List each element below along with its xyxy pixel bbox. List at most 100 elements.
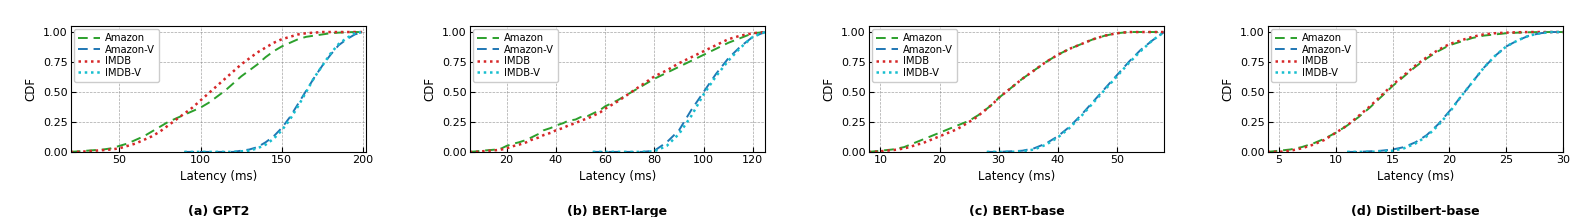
IMDB bbox=[200, 92, 218, 94]
IMDB-V bbox=[1452, 95, 1470, 98]
Amazon bbox=[731, 37, 749, 39]
Amazon bbox=[1269, 149, 1288, 152]
IMDB bbox=[608, 100, 627, 103]
IMDB bbox=[990, 97, 1009, 99]
Amazon-V bbox=[743, 36, 762, 38]
IMDB bbox=[460, 151, 479, 153]
IMDB bbox=[207, 85, 226, 87]
IMDB bbox=[1280, 149, 1299, 152]
Amazon bbox=[1037, 61, 1056, 63]
IMDB bbox=[151, 130, 170, 133]
Amazon bbox=[1382, 85, 1401, 87]
Amazon bbox=[1406, 66, 1425, 68]
Line: Amazon: Amazon bbox=[71, 32, 363, 152]
IMDB-V bbox=[1417, 135, 1436, 138]
IMDB bbox=[971, 112, 990, 115]
Amazon bbox=[913, 139, 932, 141]
Amazon bbox=[473, 149, 492, 152]
IMDB bbox=[1463, 36, 1481, 38]
IMDB bbox=[297, 32, 316, 35]
Line: IMDB-V: IMDB-V bbox=[184, 32, 363, 152]
Amazon-V bbox=[240, 148, 259, 151]
IMDB bbox=[1060, 48, 1079, 50]
Amazon bbox=[487, 148, 506, 151]
IMDB bbox=[1532, 31, 1551, 33]
Amazon bbox=[468, 150, 487, 153]
IMDB bbox=[69, 151, 88, 153]
Amazon-V bbox=[669, 129, 688, 132]
IMDB-V bbox=[707, 75, 726, 78]
IMDB bbox=[102, 148, 121, 151]
Amazon bbox=[919, 136, 938, 139]
IMDB-V bbox=[192, 151, 211, 153]
IMDB-V bbox=[720, 59, 738, 62]
Amazon bbox=[1095, 34, 1114, 37]
IMDB bbox=[1441, 43, 1459, 45]
IMDB-V bbox=[731, 46, 749, 49]
IMDB-V bbox=[977, 151, 996, 153]
Amazon-V bbox=[1508, 39, 1527, 42]
Amazon bbox=[1326, 132, 1345, 134]
IMDB bbox=[174, 112, 193, 115]
Amazon-V bbox=[272, 127, 291, 129]
IMDB-V bbox=[1463, 81, 1481, 84]
Amazon bbox=[559, 119, 578, 122]
Amazon-V bbox=[1382, 148, 1401, 151]
IMDB-V bbox=[1131, 50, 1150, 53]
IMDB bbox=[756, 31, 775, 33]
IMDB bbox=[947, 128, 966, 130]
IMDB-V bbox=[330, 43, 349, 45]
IMDB bbox=[1497, 31, 1516, 34]
Y-axis label: CDF: CDF bbox=[1222, 77, 1235, 101]
Amazon-V bbox=[583, 151, 602, 153]
IMDB bbox=[1371, 94, 1390, 97]
IMDB bbox=[954, 124, 972, 127]
Amazon bbox=[313, 33, 331, 36]
Amazon bbox=[1554, 31, 1571, 33]
Amazon-V bbox=[353, 31, 372, 33]
Amazon bbox=[1048, 54, 1067, 56]
Amazon-V bbox=[1441, 110, 1459, 112]
IMDB-V bbox=[264, 137, 283, 140]
Amazon-V bbox=[694, 91, 713, 93]
IMDB bbox=[215, 77, 234, 80]
IMDB-V bbox=[633, 151, 652, 153]
IMDB bbox=[94, 149, 113, 151]
Amazon bbox=[248, 63, 267, 66]
IMDB bbox=[943, 130, 961, 133]
Amazon bbox=[69, 150, 88, 153]
IMDB-V bbox=[1338, 151, 1357, 153]
IMDB bbox=[919, 140, 938, 142]
Amazon bbox=[971, 112, 990, 115]
Amazon-V bbox=[633, 151, 652, 153]
Legend: Amazon, Amazon-V, IMDB, IMDB-V: Amazon, Amazon-V, IMDB, IMDB-V bbox=[1271, 29, 1356, 82]
Amazon-V bbox=[720, 57, 738, 60]
Amazon-V bbox=[1144, 39, 1163, 42]
IMDB bbox=[223, 70, 242, 73]
Amazon bbox=[94, 148, 113, 151]
IMDB-V bbox=[233, 150, 251, 153]
Amazon-V bbox=[1406, 141, 1425, 144]
Amazon bbox=[264, 50, 283, 53]
Amazon-V bbox=[731, 45, 749, 48]
IMDB bbox=[870, 150, 889, 153]
Amazon-V bbox=[207, 151, 226, 153]
Amazon bbox=[192, 106, 211, 109]
IMDB-V bbox=[1001, 151, 1020, 153]
Amazon bbox=[1108, 32, 1126, 35]
Amazon-V bbox=[1371, 149, 1390, 152]
Amazon-V bbox=[1119, 61, 1137, 63]
IMDB bbox=[313, 31, 331, 33]
Line: IMDB: IMDB bbox=[71, 32, 363, 152]
IMDB bbox=[559, 124, 578, 127]
Amazon bbox=[877, 149, 895, 151]
IMDB bbox=[118, 145, 137, 147]
Amazon-V bbox=[330, 44, 349, 46]
Amazon-V bbox=[1108, 74, 1126, 76]
Amazon bbox=[184, 110, 203, 112]
X-axis label: Latency (ms): Latency (ms) bbox=[179, 170, 258, 183]
IMDB bbox=[233, 63, 251, 66]
IMDB bbox=[595, 107, 614, 110]
Title: (c) BERT-base: (c) BERT-base bbox=[969, 205, 1064, 217]
Amazon bbox=[707, 48, 726, 50]
